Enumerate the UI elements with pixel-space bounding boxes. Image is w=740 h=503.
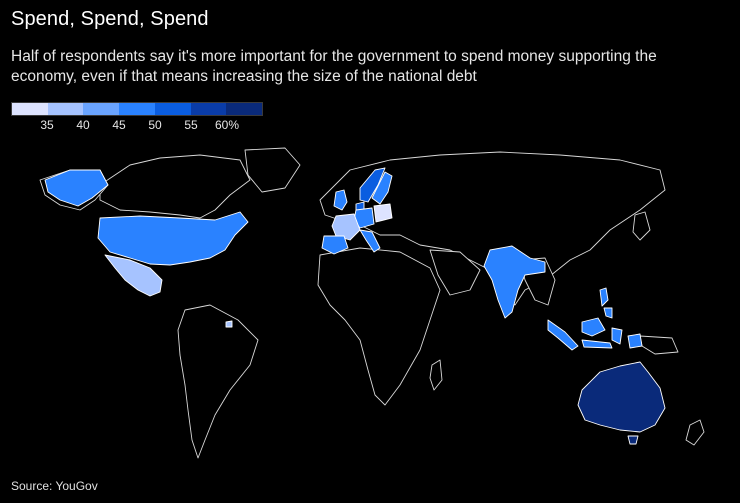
legend-swatch [12, 103, 48, 115]
country-mexico [104, 254, 163, 297]
country-india [483, 245, 546, 319]
country-sweden [371, 171, 393, 205]
legend-swatch [154, 103, 191, 115]
country-australia [577, 361, 666, 433]
legend-tick-label: 40 [76, 118, 90, 132]
country-france [331, 213, 361, 241]
legend-ticks: 35 40 45 50 55 60% [11, 116, 263, 132]
country-philippines [599, 287, 613, 319]
legend-tick-label: 50 [148, 118, 162, 132]
country-indonesia [547, 317, 643, 351]
chart-subtitle: Half of respondents say it's more import… [11, 48, 657, 85]
legend-swatch [83, 103, 120, 115]
country-trinidad [225, 320, 233, 328]
country-united-states [97, 211, 249, 266]
legend-swatches [11, 102, 263, 116]
land-japan [632, 211, 651, 241]
legend-tick-label: 35 [40, 118, 54, 132]
legend-swatch [47, 103, 84, 115]
land-papua [639, 335, 679, 355]
legend-swatch [226, 103, 263, 115]
highlighted-countries [44, 167, 666, 445]
country-spain [321, 235, 349, 255]
land-madagascar [429, 359, 443, 391]
land-greenland [244, 147, 301, 193]
land-new-zealand [685, 419, 705, 446]
land-canada [99, 154, 251, 219]
legend-swatch [190, 103, 227, 115]
legend-tick-label: 55 [184, 118, 198, 132]
legend-tick-label: 45 [112, 118, 126, 132]
chart-title: Spend, Spend, Spend [11, 8, 209, 30]
country-alaska-us [44, 169, 109, 207]
country-italy [359, 229, 381, 253]
legend-swatch [119, 103, 155, 115]
world-map [39, 147, 705, 459]
source-note: Source: YouGov [11, 479, 98, 493]
land-south-america [177, 304, 259, 459]
country-uk [333, 189, 348, 211]
color-legend: 35 40 45 50 55 60% [11, 102, 263, 132]
legend-tick-label: 60% [214, 118, 240, 132]
country-tasmania [627, 435, 639, 445]
country-poland [373, 203, 393, 223]
land-africa [317, 247, 441, 406]
land-arabia [429, 249, 481, 296]
